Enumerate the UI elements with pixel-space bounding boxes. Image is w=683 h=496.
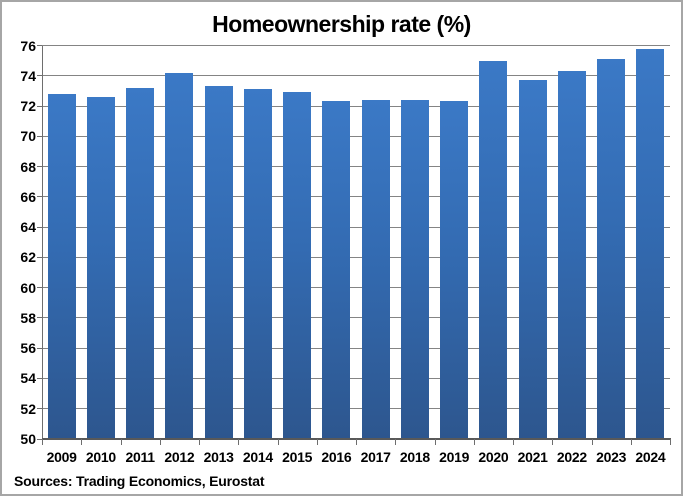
y-tick-mark (37, 256, 42, 258)
x-tick-mark (356, 439, 357, 445)
x-tick-label: 2017 (360, 449, 391, 465)
bar-2015 (283, 92, 312, 439)
y-axis-line (42, 45, 43, 439)
x-tick-mark (630, 439, 632, 445)
x-tick-label: 2011 (125, 449, 155, 465)
x-tick-mark (238, 439, 240, 445)
y-tick-mark (37, 408, 42, 410)
x-tick-mark (316, 439, 318, 445)
x-tick-label: 2016 (321, 449, 352, 465)
gridline (42, 196, 670, 198)
y-tick-label: 60 (20, 279, 36, 296)
x-tick-mark (159, 439, 161, 445)
y-tick-mark (37, 45, 42, 46)
y-tick-label: 66 (20, 188, 36, 205)
gridline (42, 45, 670, 46)
x-tick-label: 2019 (439, 449, 470, 465)
x-tick-mark (120, 439, 122, 445)
y-tick-label: 56 (20, 340, 36, 357)
y-tick-label: 52 (20, 400, 36, 417)
gridline (42, 75, 670, 77)
bar-2011 (126, 87, 155, 439)
x-tick-mark (473, 439, 475, 445)
bar-2017 (361, 99, 390, 439)
gridline (42, 135, 670, 137)
x-tick-label: 2022 (556, 449, 587, 465)
y-tick-mark (37, 196, 42, 198)
x-tick-label: 2013 (203, 449, 234, 465)
x-tick-label: 2024 (635, 449, 666, 465)
bar-2024 (636, 48, 665, 439)
bar-2012 (165, 72, 194, 439)
bar-2021 (518, 80, 547, 439)
bar-2023 (597, 59, 626, 439)
y-tick-label: 76 (20, 37, 36, 54)
gridline (42, 408, 670, 410)
x-tick-label: 2023 (596, 449, 627, 465)
x-tick-label: 2012 (164, 449, 195, 465)
gridline (42, 317, 670, 319)
bar-2016 (322, 101, 351, 439)
x-tick-label: 2014 (242, 449, 273, 465)
x-tick-label: 2020 (478, 449, 509, 465)
x-tick-mark (670, 439, 671, 445)
x-tick-label: 2010 (85, 449, 116, 465)
x-tick-mark (81, 439, 83, 445)
x-tick-mark (591, 439, 593, 445)
bar-2013 (204, 86, 233, 439)
bar-2018 (400, 99, 429, 439)
gridline (42, 256, 670, 258)
gridline (42, 105, 670, 107)
y-tick-label: 62 (20, 249, 36, 266)
source-note: Sources: Trading Economics, Eurostat (14, 473, 265, 489)
gridline (42, 287, 670, 289)
x-tick-mark (552, 439, 554, 445)
x-tick-mark (42, 439, 43, 445)
x-tick-mark (395, 439, 397, 445)
gridline (42, 226, 670, 228)
x-tick-mark (434, 439, 436, 445)
y-tick-label: 54 (20, 370, 36, 387)
y-tick-label: 72 (20, 98, 36, 115)
y-tick-mark (37, 75, 42, 77)
y-tick-label: 70 (20, 128, 36, 145)
bar-2019 (440, 101, 469, 439)
bar-2020 (479, 60, 508, 439)
y-tick-label: 58 (20, 309, 36, 326)
y-tick-mark (37, 226, 42, 228)
chart-title: Homeownership rate (%) (212, 11, 471, 37)
x-tick-label: 2009 (46, 449, 77, 465)
y-tick-mark (37, 377, 42, 379)
y-tick-label: 64 (20, 219, 36, 236)
bar-2014 (243, 89, 272, 439)
bar-2009 (47, 93, 76, 439)
x-tick-label: 2021 (517, 449, 548, 465)
y-tick-mark (37, 135, 42, 137)
x-tick-mark (513, 439, 514, 445)
y-tick-mark (37, 105, 42, 107)
y-tick-mark (37, 287, 42, 289)
x-tick-label: 2015 (282, 449, 313, 465)
gridline (42, 377, 670, 379)
gridline (42, 166, 670, 168)
bar-2022 (557, 71, 586, 439)
y-tick-label: 74 (20, 67, 36, 84)
bar-2010 (86, 96, 115, 439)
y-tick-mark (37, 166, 42, 168)
y-tick-label: 68 (20, 158, 36, 175)
x-tick-mark (199, 439, 200, 445)
y-tick-label: 50 (20, 431, 36, 447)
x-tick-mark (277, 439, 279, 445)
y-tick-mark (37, 438, 42, 440)
gridline (42, 347, 670, 349)
y-tick-mark (37, 317, 42, 319)
x-tick-label: 2018 (399, 449, 430, 465)
y-tick-mark (37, 347, 42, 349)
